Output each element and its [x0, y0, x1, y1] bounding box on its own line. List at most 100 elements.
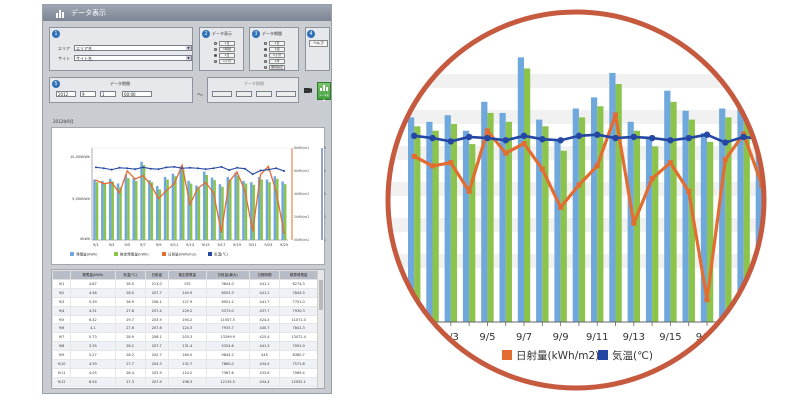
data-period-option[interactable]: 1年: [264, 58, 285, 64]
bar-generation: [234, 172, 237, 240]
table-cell: 114.2: [167, 367, 207, 378]
table-row[interactable]: 9/7 0.73 28.9 208.1 203.3 13299.9 425.4 13072.4: [52, 332, 318, 343]
point-temperature: [212, 167, 215, 170]
legend-swatch: [114, 252, 118, 256]
table-row[interactable]: 9/10 4.39 27.7 204.3 132.7 7860.0 434.4 7571.8: [52, 359, 318, 369]
legend-swatch: [162, 252, 166, 256]
radio-button[interactable]: [264, 41, 267, 45]
radio-button[interactable]: [214, 53, 217, 57]
bar-generation: [155, 186, 159, 240]
point-radiation-zoom: [613, 112, 619, 118]
y-tick-label-radiation: 8kWh/m2: [294, 146, 309, 150]
point-temperature: [196, 167, 199, 170]
table-scrollbar[interactable]: [317, 270, 324, 388]
point-temperature: [157, 168, 160, 171]
column-header[interactable]: 日射量: [144, 270, 169, 280]
time-select[interactable]: 00:00: [122, 91, 152, 97]
table-cell: 207.7: [144, 287, 169, 298]
bar-generation-zoom: [627, 121, 634, 322]
end-month-select[interactable]: [236, 91, 252, 97]
table-cell: 9/2: [52, 287, 72, 298]
table-cell: 6274.3: [279, 279, 318, 289]
point-radiation: [165, 189, 168, 192]
display-data-option[interactable]: 1日: [214, 52, 235, 58]
point-radiation: [150, 184, 152, 186]
point-temperature: [118, 166, 121, 169]
table-row[interactable]: 9/3 5.39 26.9 206.1 127.9 6501.2 441.7 7701.0: [52, 296, 318, 307]
column-header[interactable]: [52, 270, 72, 280]
table-cell: 425.4: [248, 332, 281, 343]
radio-button[interactable]: [264, 65, 267, 69]
data-table: 発電量(kWh) 気温(℃) 日射量 推定発電量 日射量(最大) 日照時間 積算発電量 9/…: [52, 270, 318, 387]
table-cell: 13299.9: [205, 332, 250, 343]
table-row[interactable]: 9/1 4.87 28.5 213.0 135 3844.0 441.1 6274.3: [52, 279, 318, 289]
bar-estimated: [236, 175, 240, 240]
bar-generation: [93, 179, 96, 240]
legend-label-zoom: 日射量(kWh/m2): [516, 349, 599, 362]
point-temperature-zoom: [722, 139, 729, 146]
data-period-option-label: 1年: [269, 58, 285, 64]
table-row[interactable]: 9/11 4.05 28.4 203.9 114.2 7367.6 433.6 7069.4: [52, 367, 318, 378]
bar-generation: [195, 185, 198, 240]
column-header[interactable]: 推定発電量: [167, 270, 207, 280]
day-select[interactable]: 1: [100, 91, 116, 97]
end-year-select[interactable]: [212, 91, 232, 97]
bar-generation-zoom: [737, 92, 744, 322]
table-cell: 28.5: [114, 279, 146, 289]
column-header[interactable]: 発電量(kWh): [70, 270, 116, 280]
end-time-select[interactable]: [276, 91, 296, 97]
radio-button[interactable]: [264, 53, 267, 57]
point-temperature-zoom: [648, 134, 656, 142]
radio-button[interactable]: [264, 47, 267, 51]
help-button[interactable]: ヘルプ: [309, 40, 328, 47]
table-cell: 7930.3: [279, 305, 318, 316]
display-data-option[interactable]: 1ヶ月: [214, 58, 235, 64]
end-day-select[interactable]: [256, 91, 272, 97]
bar-estimated: [252, 184, 256, 240]
data-period-option[interactable]: 1週: [264, 46, 285, 52]
show-data-button[interactable]: データ表示: [317, 82, 331, 102]
table-cell: 433.6: [248, 367, 281, 378]
month-select[interactable]: 9: [80, 91, 96, 97]
legend-label-zoom: 推定発電量(kWh): [380, 349, 458, 362]
radio-button[interactable]: [264, 59, 267, 63]
area-select[interactable]: エリア名 ▼: [74, 45, 192, 51]
radio-button[interactable]: [214, 47, 217, 51]
bar-estimated-zoom: [542, 126, 549, 323]
table-cell: 11071.0: [279, 314, 318, 325]
point-radiation-zoom: [667, 160, 673, 166]
scrollbar-thumb[interactable]: [319, 280, 323, 310]
column-header[interactable]: 気温(℃): [114, 270, 146, 280]
table-cell: 7701.0: [279, 296, 318, 307]
x-tick-label-zoom: 9/11: [586, 332, 608, 343]
table-row[interactable]: 9/5 6.42 29.7 203.9 194.2 11507.5 424.4 11071.0: [52, 314, 318, 325]
radio-button[interactable]: [214, 41, 217, 45]
point-radiation: [204, 181, 207, 184]
table-row[interactable]: 9/8 3.35 28.2 207.7 131.4 5324.6 441.3 7091.0: [52, 341, 318, 352]
radio-button[interactable]: [214, 59, 217, 63]
point-temperature-zoom: [703, 131, 711, 138]
display-data-option[interactable]: 1日: [214, 40, 235, 46]
column-header[interactable]: 日照時間: [248, 270, 281, 280]
table-row[interactable]: 9/2 4.46 28.0 207.7 144.9 6503.3 441.1 7844.5: [52, 287, 318, 298]
site-select[interactable]: サイト名 ▼: [74, 55, 192, 61]
table-row[interactable]: 9/9 5.27 28.2 202.7 164.0 9844.2 445 8380.7: [52, 350, 318, 361]
y-tick-label-left: 0kWh: [80, 237, 90, 241]
y-tick-label-radiation: 4kWh/m2: [294, 192, 309, 196]
point-radiation-zoom: [704, 297, 710, 303]
data-period-option[interactable]: 期間指定: [264, 64, 285, 70]
table-row[interactable]: 9/6 4.1 27.6 207.8 124.3 7933.7 440.7 7841.3: [52, 323, 318, 334]
table-cell: 135: [167, 279, 207, 289]
table-row[interactable]: 9/12 6.54 27.3 207.9 198.3 12135.5 434.4 12052.…: [52, 376, 318, 387]
table-row[interactable]: 9/4 4.31 27.6 207.4 129.2 5373.0 437.7 7930.3: [52, 305, 318, 316]
bar-estimated-zoom: [524, 68, 531, 323]
year-select[interactable]: 2012: [56, 91, 76, 97]
display-data-option-label: 1日: [219, 40, 235, 46]
legend-swatch-zoom: [598, 350, 608, 360]
column-header[interactable]: 日射量(最大): [205, 270, 250, 280]
data-period-option[interactable]: 1日: [264, 40, 285, 46]
column-header[interactable]: 積算発電量: [279, 270, 318, 280]
data-period-option[interactable]: 1ヶ月: [264, 52, 285, 58]
display-data-option[interactable]: 1時間: [214, 46, 235, 52]
section-number-5: 5: [52, 80, 60, 88]
